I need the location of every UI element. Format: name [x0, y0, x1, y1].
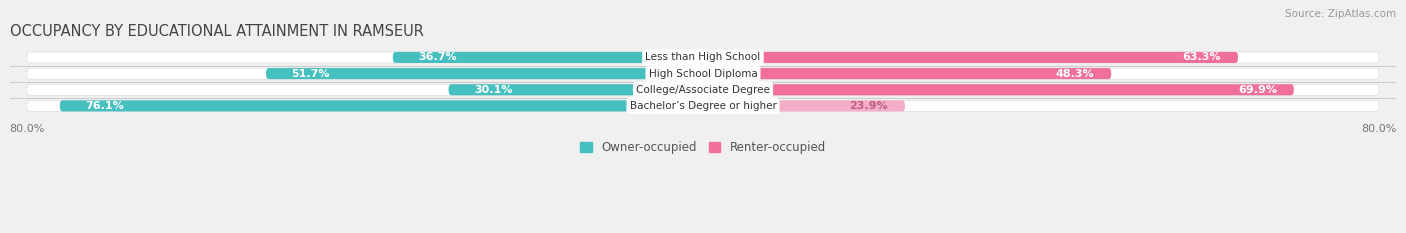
FancyBboxPatch shape — [703, 100, 905, 111]
FancyBboxPatch shape — [703, 84, 1294, 95]
Text: Bachelor’s Degree or higher: Bachelor’s Degree or higher — [630, 101, 776, 111]
Text: Source: ZipAtlas.com: Source: ZipAtlas.com — [1285, 9, 1396, 19]
Text: 69.9%: 69.9% — [1237, 85, 1277, 95]
FancyBboxPatch shape — [449, 84, 703, 95]
FancyBboxPatch shape — [703, 52, 1239, 63]
FancyBboxPatch shape — [60, 100, 703, 111]
FancyBboxPatch shape — [27, 100, 1379, 111]
FancyBboxPatch shape — [27, 68, 1379, 79]
Legend: Owner-occupied, Renter-occupied: Owner-occupied, Renter-occupied — [579, 141, 827, 154]
FancyBboxPatch shape — [27, 52, 1379, 63]
Text: 63.3%: 63.3% — [1182, 52, 1220, 62]
Text: Less than High School: Less than High School — [645, 52, 761, 62]
FancyBboxPatch shape — [27, 84, 1379, 95]
FancyBboxPatch shape — [266, 68, 703, 79]
Text: High School Diploma: High School Diploma — [648, 69, 758, 79]
Text: 76.1%: 76.1% — [86, 101, 124, 111]
Text: 23.9%: 23.9% — [849, 101, 889, 111]
Text: 51.7%: 51.7% — [291, 69, 330, 79]
Text: OCCUPANCY BY EDUCATIONAL ATTAINMENT IN RAMSEUR: OCCUPANCY BY EDUCATIONAL ATTAINMENT IN R… — [10, 24, 423, 39]
Text: College/Associate Degree: College/Associate Degree — [636, 85, 770, 95]
Text: 48.3%: 48.3% — [1056, 69, 1094, 79]
Text: 30.1%: 30.1% — [474, 85, 512, 95]
Text: 36.7%: 36.7% — [418, 52, 457, 62]
FancyBboxPatch shape — [392, 52, 703, 63]
FancyBboxPatch shape — [703, 68, 1111, 79]
